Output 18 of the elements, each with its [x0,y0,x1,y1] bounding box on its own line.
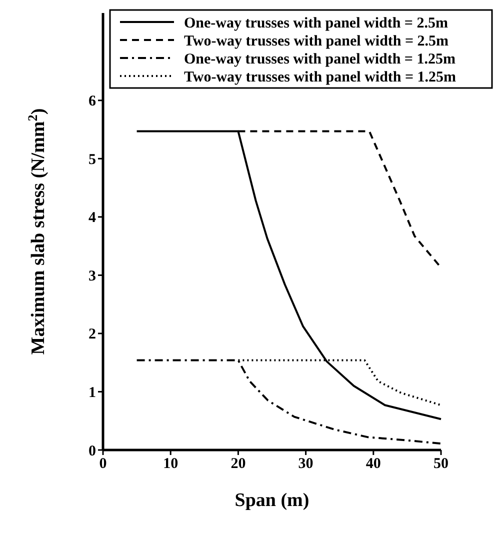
y-tick-label: 5 [88,152,96,168]
legend-label: One-way trusses with panel width = 2.5m [184,15,448,32]
y-tick-label: 3 [88,268,96,284]
y-tick-label: 4 [88,210,96,226]
x-tick-label: 40 [366,456,381,472]
x-tick-label: 10 [163,456,178,472]
legend-label: Two-way trusses with panel width = 2.5m [184,33,450,50]
x-tick-label: 0 [99,456,107,472]
legend-label: Two-way trusses with panel width = 1.25m [184,69,457,86]
y-tick-label: 6 [88,94,96,110]
y-tick-label: 2 [88,326,96,343]
x-tick-label: 20 [230,456,246,472]
x-axis-title: Span (m) [234,490,310,511]
x-tick-label: 30 [298,456,314,472]
y-tick-label: 1 [88,384,96,401]
x-tick-label: 50 [434,456,448,472]
legend-label: One-way trusses with panel width = 1.25m [184,51,456,68]
y-tick-label: 0 [88,443,96,460]
